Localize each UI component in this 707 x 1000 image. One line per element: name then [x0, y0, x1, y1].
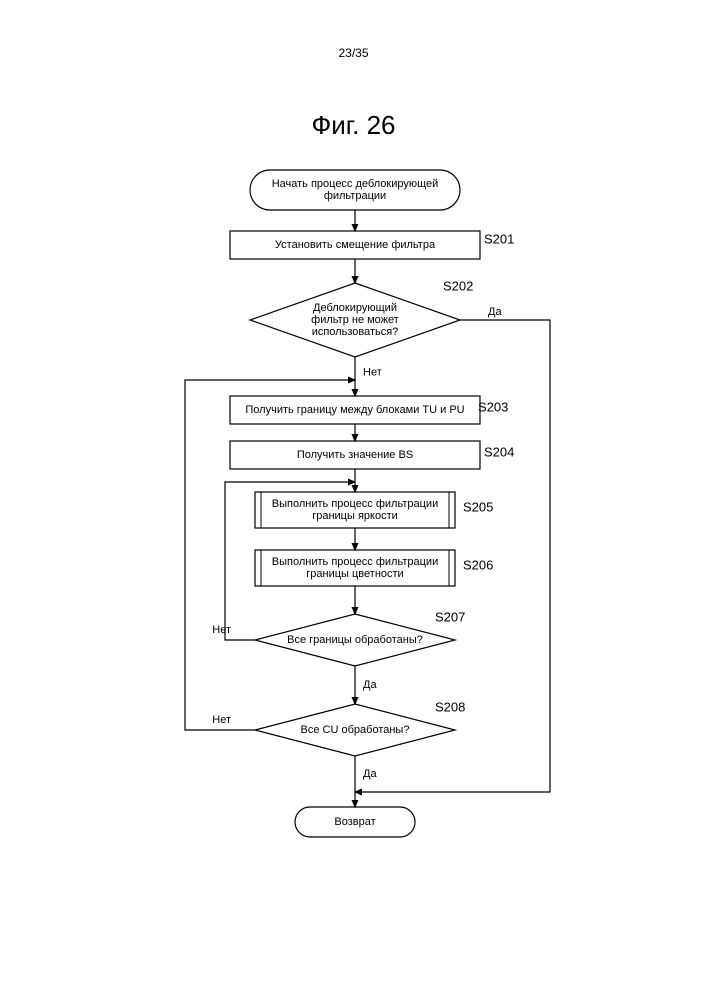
label-s201: S201 [484, 231, 514, 246]
flowchart-svg: Начать процесс деблокирующейфильтрации Ус… [0, 0, 707, 1000]
node-start-text: фильтрации [324, 190, 386, 202]
node-s205-text: границы яркости [312, 510, 398, 522]
node-s201-text: Установить смещение фильтра [275, 239, 436, 251]
node-start-text: Начать процесс деблокирующей [272, 178, 439, 190]
node-s204-text: Получить значение BS [297, 449, 413, 461]
node-s208-text: Все CU обработаны? [301, 724, 410, 736]
node-s206-text: границы цветности [306, 568, 403, 580]
node-return-text: Возврат [334, 816, 375, 828]
node-s206-text: Выполнить процесс фильтрации [272, 556, 438, 568]
node-s202-text: использоваться? [312, 326, 399, 338]
node-s207-text: Все границы обработаны? [287, 634, 423, 646]
edge-s208-no: Нет [212, 714, 231, 726]
node-s202-text: фильтр не может [311, 314, 399, 326]
label-s208: S208 [435, 699, 465, 714]
label-s206: S206 [463, 557, 493, 572]
node-s203-text: Получить границу между блоками TU и PU [245, 404, 464, 416]
node-s205-text: Выполнить процесс фильтрации [272, 498, 438, 510]
edge-s208-yes: Да [363, 768, 377, 780]
label-s202: S202 [443, 278, 473, 293]
edge-s207-no: Нет [212, 624, 231, 636]
edge-s202-yes: Да [488, 306, 502, 318]
label-s203: S203 [478, 399, 508, 414]
node-s202-text: Деблокирующий [313, 302, 397, 314]
edge-s207-yes: Да [363, 679, 377, 691]
edge-s202-no: Нет [363, 366, 382, 378]
label-s205: S205 [463, 499, 493, 514]
page: 23/35 Фиг. 26 Начать процесс деблокирующ… [0, 0, 707, 1000]
label-s207: S207 [435, 609, 465, 624]
label-s204: S204 [484, 444, 514, 459]
